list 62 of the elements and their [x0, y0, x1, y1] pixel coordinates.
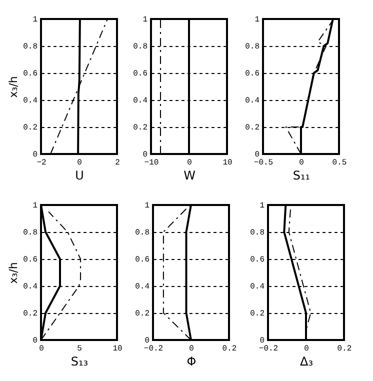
y-tick-label: 0.4 [133, 96, 148, 106]
x-axis-title: Δ₃ [300, 354, 314, 368]
y-tick-label: 0.8 [133, 42, 148, 52]
y-tick-label: 0.4 [245, 96, 260, 106]
x-tick-label: −0.2 [258, 344, 278, 354]
x-tick-label: 0 [187, 158, 192, 168]
x-tick-label: 0 [299, 158, 304, 168]
y-tick-label: 0.6 [250, 256, 265, 264]
y-tick-label: 0 [32, 336, 38, 346]
y-tick-label: 0 [142, 150, 148, 160]
y-tick-label: 0.2 [133, 124, 148, 132]
y-tick-label: 0.4 [250, 282, 265, 292]
x-tick-label: 0 [189, 344, 194, 354]
y-tick-label: 0.8 [245, 42, 260, 52]
y-tick-label: 0.4 [135, 282, 150, 292]
x-tick-label: 10 [112, 344, 122, 354]
x-tick-label: −0.2 [144, 344, 164, 354]
y-tick-label: 0.8 [23, 42, 38, 52]
x-axis-title: S₁₃ [70, 354, 88, 368]
y-tick-label: 0.4 [23, 96, 38, 106]
x-tick-label: 0.5 [332, 158, 347, 168]
y-tick-label: 1 [32, 202, 38, 210]
y-tick-label: 0.6 [23, 256, 38, 264]
x-axis-title: S₁₁ [292, 168, 310, 182]
y-tick-label: 0.6 [23, 70, 38, 78]
x-axis-title: U [75, 168, 84, 182]
y-tick-label: 0 [144, 336, 150, 346]
x-tick-label: −0.5 [254, 158, 274, 168]
x-tick-label: −10 [144, 158, 159, 168]
y-tick-label: 0.6 [245, 70, 260, 78]
x-tick-label: −2 [36, 158, 46, 168]
x-tick-label: 0.2 [337, 344, 352, 354]
x-tick-label: 0 [304, 344, 310, 354]
y-tick-label: 0.6 [135, 256, 150, 264]
y-tick-label: 1 [142, 16, 148, 24]
x-axis-title: W [184, 168, 196, 182]
x-tick-label: 5 [77, 344, 82, 354]
y-tick-label: 0.8 [250, 228, 265, 238]
y-tick-label: 1 [260, 202, 265, 210]
y-tick-label: 0.2 [23, 124, 38, 132]
y-tick-label: 0 [260, 336, 265, 346]
x-tick-label: 2 [115, 158, 120, 168]
y-tick-label: 0 [254, 150, 260, 160]
y-tick-label: 0 [32, 150, 38, 160]
y-tick-label: 0.2 [245, 124, 260, 132]
x-tick-label: 10 [222, 158, 232, 168]
y-tick-label: 0.4 [23, 282, 38, 292]
y-tick-label: 0.6 [133, 70, 148, 78]
y-tick-label: 0.2 [250, 310, 265, 318]
y-tick-label: 0.8 [135, 228, 150, 238]
x-axis-title: Φ [186, 354, 196, 368]
y-axis-title: x₃/h [7, 262, 20, 284]
x-tick-label: 0 [77, 158, 82, 168]
y-tick-label: 0.2 [135, 310, 150, 318]
x-tick-label: 0 [39, 344, 44, 354]
y-tick-label: 1 [144, 202, 150, 210]
y-tick-label: 0.2 [23, 310, 38, 318]
y-tick-label: 1 [32, 16, 38, 24]
y-axis-title: x₃/h [7, 76, 20, 98]
x-tick-label: 0.2 [222, 344, 237, 354]
y-tick-label: 1 [254, 16, 260, 24]
y-tick-label: 0.8 [23, 228, 38, 238]
